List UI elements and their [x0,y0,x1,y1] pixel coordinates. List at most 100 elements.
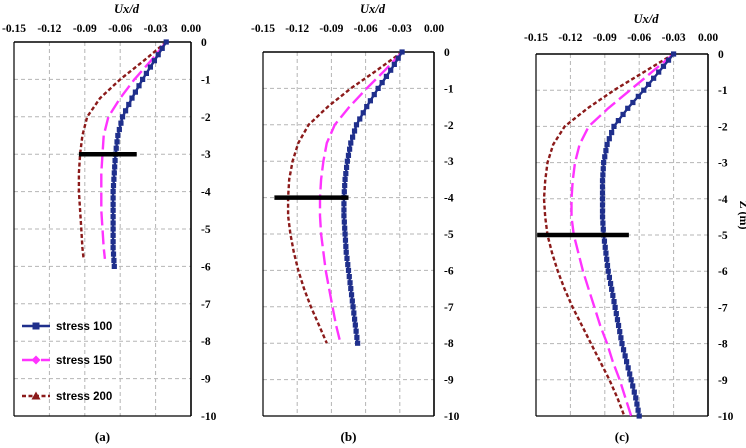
data-point [619,341,625,347]
y-tick-label: -3 [201,149,211,161]
series-stress-200 [77,41,167,260]
data-point [604,262,611,269]
data-point [388,67,394,73]
data-point [379,79,385,86]
data-point [620,111,626,118]
data-point [353,122,360,128]
x-tick-label: 0.00 [181,23,201,35]
data-point [110,183,117,189]
data-point [614,317,621,323]
y-tick-label: -1 [718,85,728,97]
data-point [612,304,618,310]
data-point [599,208,606,214]
data-point [136,83,142,89]
data-point [112,157,118,164]
data-point [345,152,352,158]
data-point [349,298,355,304]
y-tick-label: -6 [201,261,211,273]
panel-caption: (c) [615,429,629,444]
data-point [126,101,132,108]
data-point [602,244,608,250]
data-point [630,99,636,106]
y-tick-label: -1 [201,74,211,86]
data-point [355,340,361,346]
data-point [599,184,606,190]
x-tick-label: -0.06 [627,32,651,44]
data-point [346,273,352,280]
series-line [100,41,168,260]
data-point [636,413,642,419]
data-point [622,353,628,359]
data-point [605,268,611,274]
series-stress-150 [570,53,675,417]
x-tick-label: -0.15 [2,23,26,35]
data-point [115,132,121,139]
data-point [609,286,615,292]
data-point [600,166,606,172]
data-point [656,69,662,75]
y-tick-label: 0 [718,49,724,61]
data-point [599,214,606,220]
z-axis-title: Z (m) [737,201,746,230]
panel-3: -0.15 -0.12 -0.09 -0.06 -0.03 0.000 -1 -2 -3 -4 -5… [524,12,746,444]
data-point [364,104,370,110]
x-tick-label: -0.09 [593,32,617,44]
data-point [350,134,356,140]
data-point [399,49,405,55]
data-point [110,207,116,213]
data-point [110,239,116,245]
data-point [111,176,117,182]
data-point [599,190,606,196]
data-point [615,118,621,124]
x-tick-label: -0.06 [108,23,132,35]
data-point [129,95,135,101]
data-point [116,126,122,133]
legend-label: stress 100 [56,321,112,333]
y-tick-label: -10 [444,411,460,423]
x-tick-label: -0.12 [558,32,582,44]
y-tick-label: 0 [444,47,450,59]
y-tick-label: -8 [718,339,728,351]
y-tick-label: -2 [201,112,211,124]
data-point [341,213,347,219]
data-point [395,55,401,61]
data-point [112,164,118,170]
data-point [110,245,116,251]
data-point [343,164,350,170]
data-point [665,57,672,63]
data-point [147,64,154,70]
data-point [631,389,637,395]
legend-marker-square [32,322,40,330]
data-point [110,251,117,257]
y-tick-label: -6 [444,265,454,277]
data-point [344,158,350,164]
data-point [391,61,397,67]
data-point [342,182,348,189]
y-tick-label: -3 [718,158,728,170]
data-point [155,52,161,58]
data-point [111,263,117,269]
data-point [671,51,677,57]
x-axis-title: Ux/d [114,2,140,16]
data-point [348,292,355,298]
x-tick-label: -0.12 [285,23,309,35]
data-point [342,225,348,231]
data-point [163,39,169,45]
legend-label: stress 200 [56,391,112,403]
series-stress-100 [341,49,405,346]
data-point [110,220,116,226]
data-point [603,250,609,256]
legend-marker-diamond [31,355,41,365]
x-tick-label: 0.00 [424,23,444,35]
panel-caption: (a) [95,429,110,444]
legend-item: stress 150 [22,355,112,367]
data-point [603,148,609,154]
x-tick-label: -0.09 [319,23,343,35]
data-point [602,154,608,160]
legend-item: stress 100 [22,321,112,333]
data-point [645,81,652,88]
data-point [633,395,639,401]
x-tick-label: -0.06 [354,23,378,35]
series-stress-150 [100,41,168,260]
y-tick-label: -1 [444,83,454,95]
